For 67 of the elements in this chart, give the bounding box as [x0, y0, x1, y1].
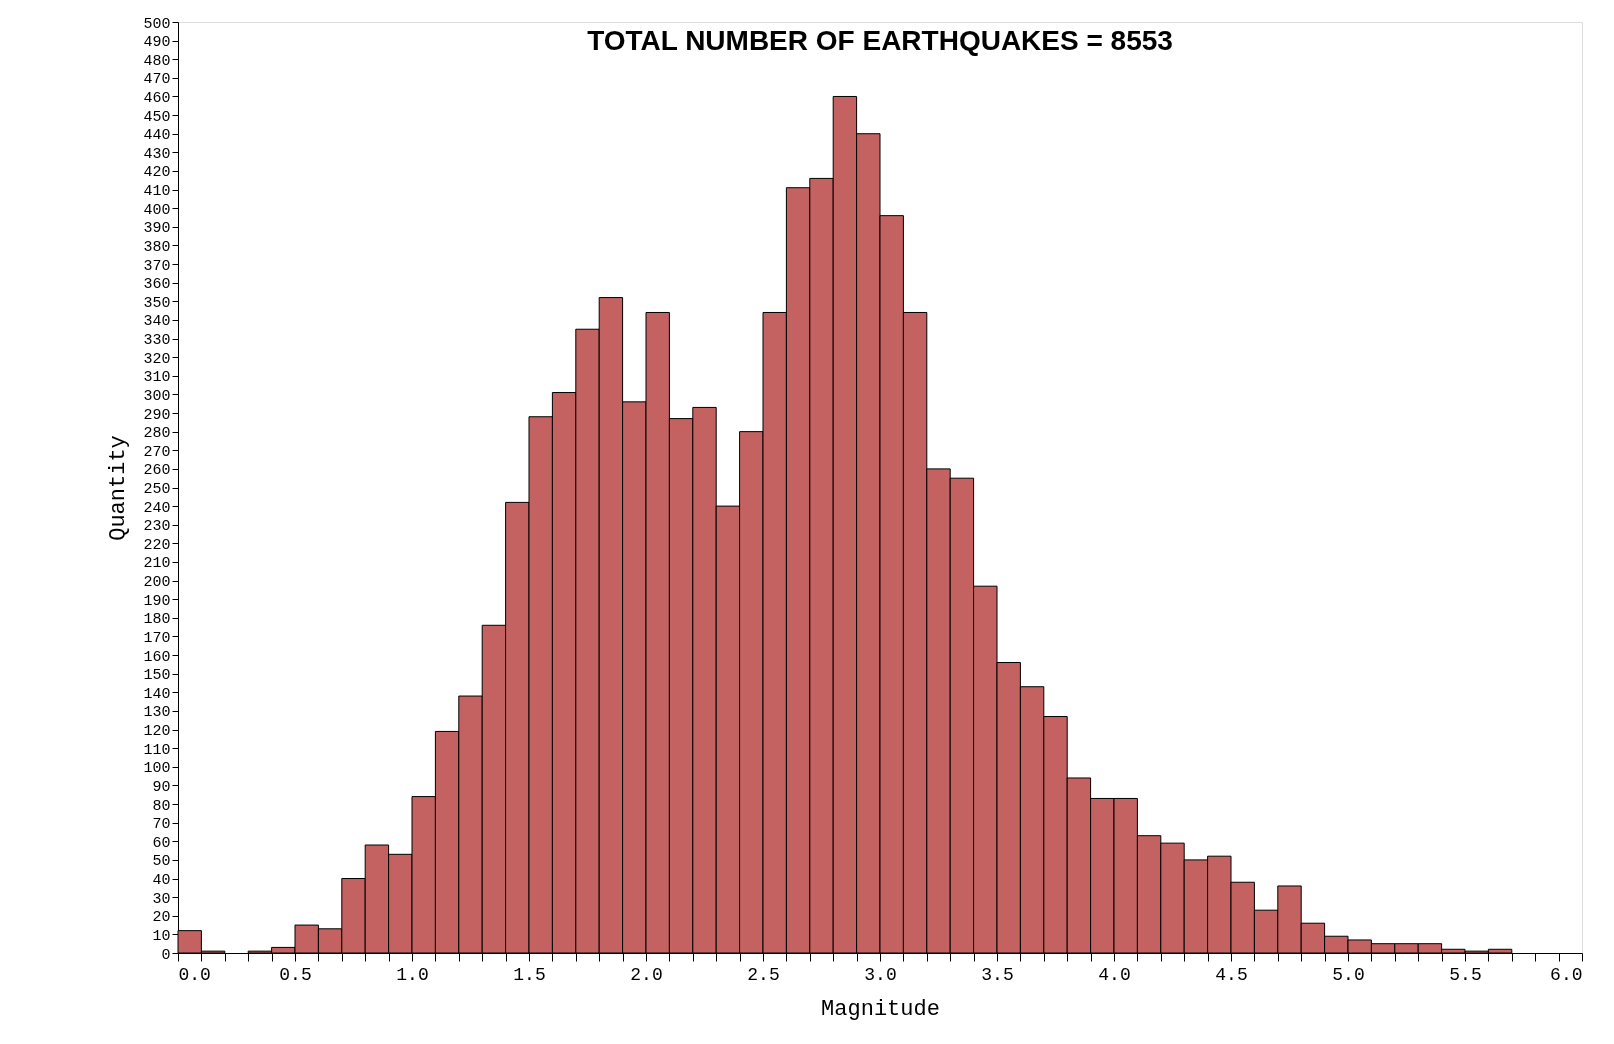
y-tick-label: 460 [143, 89, 171, 107]
y-tick-label: 470 [143, 71, 171, 89]
y-tick-label: 290 [143, 406, 171, 424]
y-tick-label: 110 [143, 741, 171, 759]
x-tick-label: 4.5 [1215, 964, 1248, 985]
y-tick-label: 170 [143, 629, 171, 647]
x-tick-label: 3.0 [864, 964, 897, 985]
y-tick-label: 180 [143, 611, 171, 629]
y-tick-label: 230 [143, 518, 171, 536]
y-tick-label: 340 [143, 313, 171, 331]
y-tick-label: 350 [143, 294, 171, 312]
y-tick-label: 20 [152, 909, 171, 927]
y-tick-label: 60 [152, 834, 171, 852]
x-tick-label: 4.0 [1098, 964, 1131, 985]
x-tick-label: 5.0 [1332, 964, 1365, 985]
y-tick-label: 310 [143, 369, 171, 387]
y-tick-label: 140 [143, 685, 171, 703]
y-tick-label: 40 [152, 872, 171, 890]
y-tick-label: 50 [152, 853, 171, 871]
y-tick-label: 70 [152, 816, 171, 834]
y-tick-label: 270 [143, 443, 171, 461]
y-tick-label: 330 [143, 332, 171, 350]
y-tick-label: 90 [152, 778, 171, 796]
y-tick-label: 390 [143, 220, 171, 238]
y-tick-label: 380 [143, 238, 171, 256]
chart-title: TOTAL NUMBER OF EARTHQUAKES = 8553 [587, 25, 1173, 56]
y-tick-label: 30 [152, 890, 171, 908]
x-tick-label: 2.0 [630, 964, 663, 985]
y-tick-label: 0 [161, 946, 171, 964]
x-tick-label: 3.5 [981, 964, 1014, 985]
y-tick-label: 410 [143, 183, 171, 201]
y-tick-label: 440 [143, 127, 171, 145]
x-tick-label: 5.5 [1449, 964, 1482, 985]
y-tick-label: 150 [143, 667, 171, 685]
x-axis-title: Magnitude [821, 996, 940, 1022]
y-tick-label: 500 [143, 15, 171, 33]
y-tick-label: 450 [143, 108, 171, 126]
y-tick-label: 430 [143, 145, 171, 163]
y-tick-label: 100 [143, 760, 171, 778]
y-tick-label: 80 [152, 797, 171, 815]
y-tick-label: 400 [143, 201, 171, 219]
x-tick-label: 0.0 [178, 964, 211, 985]
y-tick-label: 190 [143, 592, 171, 610]
y-tick-label: 420 [143, 164, 171, 182]
y-tick-label: 370 [143, 257, 171, 275]
y-tick-label: 320 [143, 350, 171, 368]
x-tick-label: 2.5 [747, 964, 780, 985]
y-tick-label: 120 [143, 723, 171, 741]
x-tick-label: 1.0 [396, 964, 429, 985]
x-tick-label: 6.0 [1550, 964, 1583, 985]
y-tick-label: 480 [143, 52, 171, 70]
y-tick-label: 250 [143, 481, 171, 498]
y-tick-label: 490 [143, 34, 171, 52]
y-tick-label: 240 [143, 499, 171, 517]
y-tick-label: 300 [143, 387, 171, 405]
y-tick-label: 160 [143, 648, 171, 666]
y-tick-label: 10 [152, 927, 171, 945]
y-tick-label: 260 [143, 462, 171, 480]
y-axis-title: Quantity [106, 435, 132, 541]
y-tick-label: 360 [143, 276, 171, 294]
y-tick-label: 210 [143, 555, 171, 573]
y-tick-label: 200 [143, 574, 171, 592]
x-tick-label: 0.5 [279, 964, 312, 985]
y-tick-label: 130 [143, 704, 171, 722]
y-tick-label: 280 [143, 425, 171, 443]
y-tick-label: 220 [143, 536, 171, 554]
x-tick-label: 1.5 [513, 964, 546, 985]
